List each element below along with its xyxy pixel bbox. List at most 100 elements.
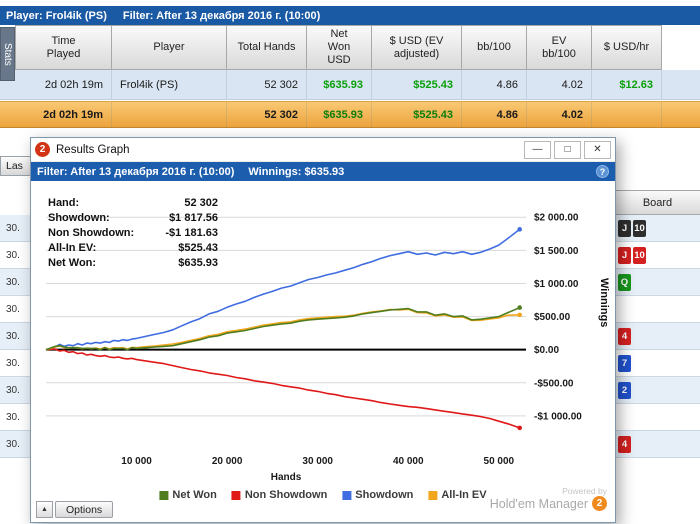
col-player[interactable]: Player [112, 25, 227, 70]
window-title-bar[interactable]: 2 Results Graph — □ ✕ [31, 138, 615, 162]
board-row[interactable]: 2 [615, 377, 700, 404]
cell-usd-ev: $525.43 [372, 70, 462, 99]
card-black: 10 [633, 219, 646, 237]
hm2-logo-icon: 2 [35, 142, 50, 157]
svg-text:-$1 000.00: -$1 000.00 [534, 411, 582, 422]
bg-left-rows: 30. 30. 30. 30. 30. 30. 30. 30. 30. [0, 215, 30, 458]
table-row-player[interactable]: 2d 02h 19m Frol4ik (PS) 52 302 $635.93 $… [0, 70, 700, 100]
player-label: Player: Frol4ik (PS) [6, 9, 107, 22]
col-usd-hr[interactable]: $ USD/hr [592, 25, 662, 70]
cell-total-hands: 52 302 [227, 102, 307, 127]
svg-text:$500.00: $500.00 [534, 312, 571, 323]
main-title-bar: Player: Frol4ik (PS) Filter: After 13 де… [0, 6, 700, 25]
board-row[interactable]: Q [615, 269, 700, 296]
svg-text:-$500.00: -$500.00 [534, 378, 574, 389]
graph-stat-row: Net Won: $635.93 [48, 257, 218, 269]
close-button[interactable]: ✕ [584, 140, 611, 159]
session-row[interactable]: 30. [0, 404, 30, 431]
legend-item-showdown[interactable]: Showdown [342, 489, 413, 501]
col-board[interactable]: Board [615, 190, 700, 215]
graph-area: $2 000.00 $1 500.00 $1 000.00 $500.00 $0.00 -… [34, 183, 612, 485]
col-time-played[interactable]: Time Played [15, 25, 112, 70]
collapse-arrow-button[interactable]: ▲ [36, 501, 53, 518]
hm2-badge-icon: 2 [592, 496, 607, 511]
card-blue: 7 [618, 354, 631, 372]
cell-usd-hr: $12.63 [592, 70, 662, 99]
tab-stats[interactable]: Stats [0, 27, 15, 81]
maximize-button[interactable]: □ [554, 140, 581, 159]
powered-by-label: Powered by [562, 486, 607, 496]
svg-text:$1 000.00: $1 000.00 [534, 279, 579, 290]
board-row[interactable] [615, 404, 700, 431]
card-red: J [618, 246, 631, 264]
cell-player: Frol4ik (PS) [112, 70, 227, 99]
cell-time-played: 2d 02h 19m [15, 102, 112, 127]
cell-ev-bb100: 4.02 [527, 70, 592, 99]
cell-net-won: $635.93 [307, 102, 372, 127]
graph-stat-row: Showdown: $1 817.56 [48, 212, 218, 224]
svg-text:Hands: Hands [271, 472, 302, 483]
table-row-total: 2d 02h 19m 52 302 $635.93 $525.43 4.86 4… [0, 101, 700, 128]
legend-swatch-icon [159, 490, 169, 500]
cell-player [112, 102, 227, 127]
results-chart: $2 000.00 $1 500.00 $1 000.00 $500.00 $0.00 -… [45, 213, 582, 483]
legend-swatch-icon [428, 490, 438, 500]
session-row[interactable]: 30. [0, 377, 30, 404]
table-header: Time Played Player Total Hands Net Won U… [15, 25, 662, 70]
svg-text:$2 000.00: $2 000.00 [534, 213, 579, 224]
legend-swatch-icon [231, 490, 241, 500]
graph-stats-box: Hand: 52 302 Showdown: $1 817.56 Non Showdow… [48, 196, 218, 271]
options-button[interactable]: Options [55, 501, 114, 518]
session-row[interactable]: 30. [0, 215, 30, 242]
legend-item-all-in-ev[interactable]: All-In EV [428, 489, 487, 501]
card-red: 4 [618, 327, 631, 345]
graph-legend: Net Won Non Showdown Showdown All-In EV [159, 489, 487, 501]
y-axis-label: Winnings [598, 278, 610, 328]
col-total-hands[interactable]: Total Hands [227, 25, 307, 70]
session-row[interactable]: 30. [0, 323, 30, 350]
legend-swatch-icon [342, 490, 352, 500]
board-row[interactable]: 7 [615, 350, 700, 377]
session-row[interactable]: 30. [0, 431, 30, 458]
col-net-won-usd[interactable]: Net Won USD [307, 25, 372, 70]
board-row[interactable]: J 10 [615, 215, 700, 242]
cell-ev-bb100: 4.02 [527, 102, 592, 127]
col-ev-bb100[interactable]: EV bb/100 [527, 25, 592, 70]
cell-bb100: 4.86 [462, 70, 527, 99]
session-row[interactable]: 30. [0, 350, 30, 377]
graph-stat-row: Non Showdown: -$1 181.63 [48, 227, 218, 239]
cell-usd-hr [592, 102, 662, 127]
graph-stat-row: All-In EV: $525.43 [48, 242, 218, 254]
board-row[interactable]: 4 [615, 323, 700, 350]
svg-text:50 000: 50 000 [484, 456, 515, 467]
card-red: 4 [618, 435, 631, 453]
card-blue: 2 [618, 381, 631, 399]
svg-text:$1 500.00: $1 500.00 [534, 246, 579, 257]
session-row[interactable]: 30. [0, 269, 30, 296]
svg-text:40 000: 40 000 [393, 456, 424, 467]
graph-filter-bar: Filter: After 13 декабря 2016 г. (10:00)… [31, 162, 615, 181]
graph-winnings-label: Winnings: $635.93 [248, 165, 345, 178]
board-row[interactable] [615, 296, 700, 323]
cell-bb100: 4.86 [462, 102, 527, 127]
powered-by-block: Powered by Hold'em Manager 2 [490, 486, 607, 511]
svg-text:10 000: 10 000 [121, 456, 152, 467]
cell-total-hands: 52 302 [227, 70, 307, 99]
col-usd-ev-adjusted[interactable]: $ USD (EV adjusted) [372, 25, 462, 70]
bg-board-rows: J 10 J 10 Q 4 7 2 4 [615, 215, 700, 458]
legend-item-non-showdown[interactable]: Non Showdown [231, 489, 327, 501]
minimize-button[interactable]: — [524, 140, 551, 159]
brand-label: Hold'em Manager [489, 496, 588, 511]
cell-usd-ev: $525.43 [372, 102, 462, 127]
help-icon[interactable]: ? [596, 165, 609, 178]
graph-stat-row: Hand: 52 302 [48, 197, 218, 209]
svg-text:$0.00: $0.00 [534, 345, 559, 356]
board-row[interactable]: 4 [615, 431, 700, 458]
board-row[interactable]: J 10 [615, 242, 700, 269]
legend-item-net-won[interactable]: Net Won [159, 489, 217, 501]
window-title: Results Graph [56, 143, 130, 156]
cell-net-won: $635.93 [307, 70, 372, 99]
session-row[interactable]: 30. [0, 296, 30, 323]
col-bb100[interactable]: bb/100 [462, 25, 527, 70]
session-row[interactable]: 30. [0, 242, 30, 269]
